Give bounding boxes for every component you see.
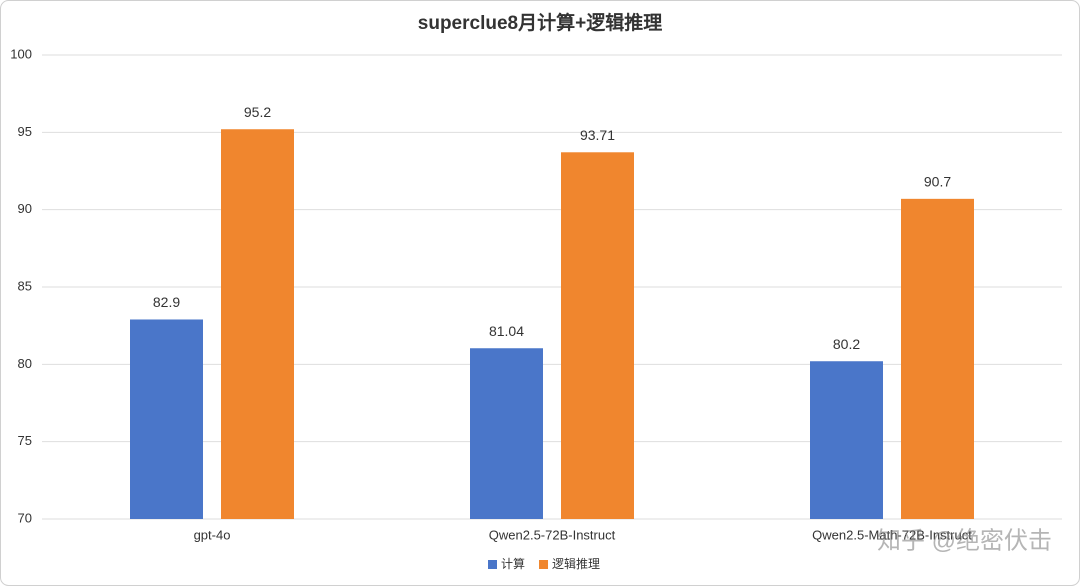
legend-label: 计算	[501, 556, 525, 571]
value-label: 95.2	[244, 104, 271, 120]
bar	[901, 198, 974, 519]
bar	[810, 361, 883, 519]
y-tick-label: 80	[18, 356, 32, 371]
value-label: 80.2	[833, 336, 860, 352]
bar	[561, 152, 634, 519]
x-tick-label: Qwen2.5-72B-Instruct	[489, 527, 616, 542]
y-tick-label: 100	[10, 46, 32, 61]
x-tick-label: gpt-4o	[194, 527, 231, 542]
bar	[470, 348, 543, 519]
y-tick-label: 85	[18, 278, 32, 293]
value-label: 93.71	[580, 127, 615, 143]
value-label: 90.7	[924, 174, 951, 190]
chart-title: superclue8月计算+逻辑推理	[418, 11, 662, 34]
y-tick-label: 75	[18, 433, 32, 448]
legend-label: 逻辑推理	[552, 557, 600, 571]
legend-swatch	[488, 560, 497, 569]
value-label: 82.9	[153, 294, 180, 310]
y-tick-label: 90	[18, 201, 32, 216]
y-tick-label: 70	[18, 510, 32, 525]
watermark: 知乎 @绝密伏击	[877, 527, 1052, 554]
x-tick-label: Qwen2.5-Math-72B-Instruct	[812, 527, 972, 542]
value-label: 81.04	[489, 323, 524, 339]
bar	[130, 319, 203, 519]
y-tick-label: 95	[18, 124, 32, 139]
legend-swatch	[539, 560, 549, 569]
bar	[221, 129, 294, 520]
